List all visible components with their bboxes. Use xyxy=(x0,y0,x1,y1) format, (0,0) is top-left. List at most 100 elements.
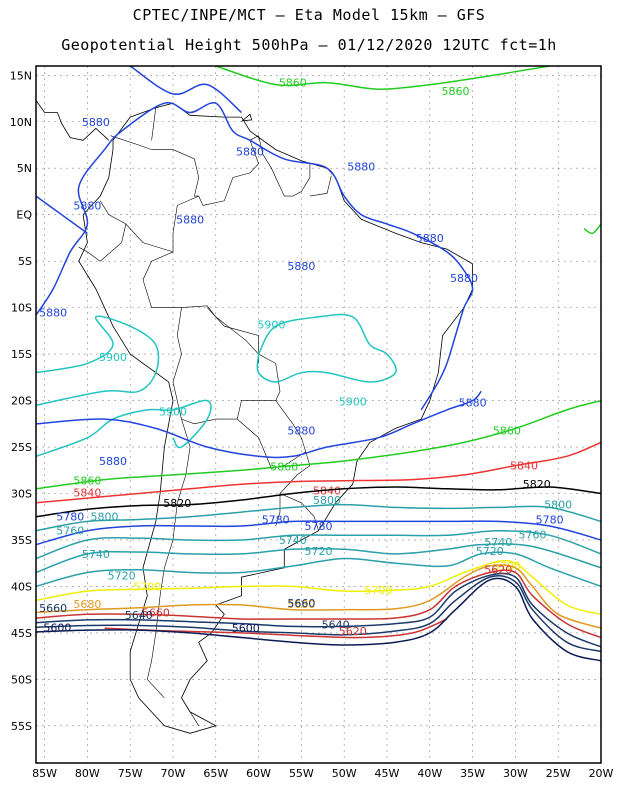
contour-label: 5740 xyxy=(279,534,307,547)
contour-label: 5620 xyxy=(484,564,512,577)
contour-label: 5880 xyxy=(176,213,204,226)
contour-line xyxy=(35,520,602,546)
contour-5840: 5840 5840 5840 xyxy=(35,441,602,504)
country-border xyxy=(237,400,307,469)
contour-5700: 5700 5700 5700 xyxy=(35,559,602,616)
lat-tick-label: 15S xyxy=(11,348,32,361)
country-border xyxy=(78,200,127,262)
contour-line xyxy=(256,313,397,383)
lat-lon-grid xyxy=(36,66,602,763)
contour-line xyxy=(35,564,602,629)
contour-label: 5880 xyxy=(416,232,444,245)
contour-line xyxy=(35,569,602,639)
coastline xyxy=(241,113,253,122)
contour-5680: 5680 5680 xyxy=(35,564,602,629)
map-frame xyxy=(35,65,602,764)
contour-line xyxy=(35,503,602,532)
contour-label: 5740 xyxy=(484,536,512,549)
contour-5600: 5600 5600 xyxy=(35,577,602,662)
contour-label: 5800 xyxy=(90,511,118,524)
country-border xyxy=(181,697,199,726)
contour-label: 5740 xyxy=(82,548,110,561)
country-border xyxy=(279,493,319,531)
contour-line xyxy=(129,65,242,114)
country-border xyxy=(292,163,311,197)
lat-tick-label: 5S xyxy=(18,255,32,268)
country-border xyxy=(125,223,174,253)
contour-line xyxy=(35,575,602,653)
coastline xyxy=(35,100,110,141)
contour-label: 5780 xyxy=(305,520,333,533)
contour-line xyxy=(35,441,602,504)
country-border xyxy=(275,451,311,527)
lat-tick-label: 55S xyxy=(11,720,32,733)
contour-label: 5720 xyxy=(305,545,333,558)
lon-tick-label: 25W xyxy=(546,767,571,780)
contour-label: 5760 xyxy=(56,525,84,538)
contour-line xyxy=(35,551,602,588)
contour-label: 5680 xyxy=(287,598,315,611)
contour-line xyxy=(35,529,602,560)
contour-5880: 5880 5880 5880 5880 5880 5880 5880 5880 5880 5880… xyxy=(35,65,487,468)
contour-5780: 5780 5780 5780 5780 xyxy=(35,511,602,546)
contour-label: 5760 xyxy=(519,528,547,541)
contour-5820: 5820 5820 xyxy=(35,478,602,518)
contour-label: 5880 xyxy=(39,306,67,319)
contour-label: 5880 xyxy=(82,116,110,129)
contour-label: 5660 xyxy=(142,606,170,619)
contour-line xyxy=(35,486,602,518)
contour-5660: 5660 xyxy=(35,569,602,639)
lat-tick-label: 50S xyxy=(11,673,32,686)
contour-line xyxy=(35,315,160,406)
contour-label: 5600 xyxy=(43,621,71,634)
lon-tick-label: 75W xyxy=(118,767,143,780)
lon-tick-label: 20W xyxy=(589,767,614,780)
contour-5900: 5900 5900 5900 5900 xyxy=(35,313,397,458)
contour-label: 5820 xyxy=(163,497,191,510)
country-border xyxy=(146,381,191,699)
contour-label: 5700 xyxy=(364,584,392,597)
lon-tick-label: 80W xyxy=(75,767,100,780)
contour-label: 5600 xyxy=(232,622,260,635)
contour-label: 5880 xyxy=(450,272,478,285)
contour-label: 5880 xyxy=(459,396,487,409)
contour-label: 5880 xyxy=(99,455,127,468)
lat-tick-label: 5N xyxy=(17,162,32,175)
lon-tick-label: 30W xyxy=(503,767,528,780)
contour-label: 5860 xyxy=(279,77,307,90)
contour-label: 5860 xyxy=(493,424,521,437)
contour-label: 5720 xyxy=(476,545,504,558)
country-border xyxy=(258,135,293,197)
contour-line xyxy=(104,618,448,639)
contour-5760: 5760 5760 xyxy=(35,525,602,560)
contour-line xyxy=(215,65,550,90)
contour-line xyxy=(35,390,482,459)
contour-5620: 5620 5620 xyxy=(104,564,512,639)
contour-label: 5660 xyxy=(39,602,67,615)
contour-label: 5880 xyxy=(287,424,315,437)
contour-label: 5840 xyxy=(510,460,538,473)
contour-label: 5620 xyxy=(339,625,367,638)
country-border xyxy=(110,135,200,197)
lat-tick-label: 10S xyxy=(11,302,32,315)
contour-label: 5720 xyxy=(108,569,136,582)
contour-label: 5880 xyxy=(287,260,315,273)
axis-tick-labels: 15N10N5NEQ5S10S15S20S25S30S35S40S45S50S5… xyxy=(10,69,614,780)
contour-label: 5900 xyxy=(257,318,285,331)
contour-label: 5880 xyxy=(73,199,101,212)
lon-tick-label: 65W xyxy=(203,767,228,780)
lat-tick-label: 10N xyxy=(10,116,32,129)
contour-label: 5840 xyxy=(313,485,341,498)
contour-label: 5680 xyxy=(73,598,101,611)
contour-line xyxy=(35,101,474,411)
lat-tick-label: 45S xyxy=(11,627,32,640)
lon-tick-label: 70W xyxy=(161,767,186,780)
contour-label: 5780 xyxy=(262,514,290,527)
contour-label: 5880 xyxy=(236,145,264,158)
contour-line xyxy=(35,399,602,490)
lon-tick-label: 35W xyxy=(460,767,485,780)
lat-tick-label: 35S xyxy=(11,534,32,547)
contour-line xyxy=(35,195,88,234)
contour-label: 5800 xyxy=(544,499,572,512)
